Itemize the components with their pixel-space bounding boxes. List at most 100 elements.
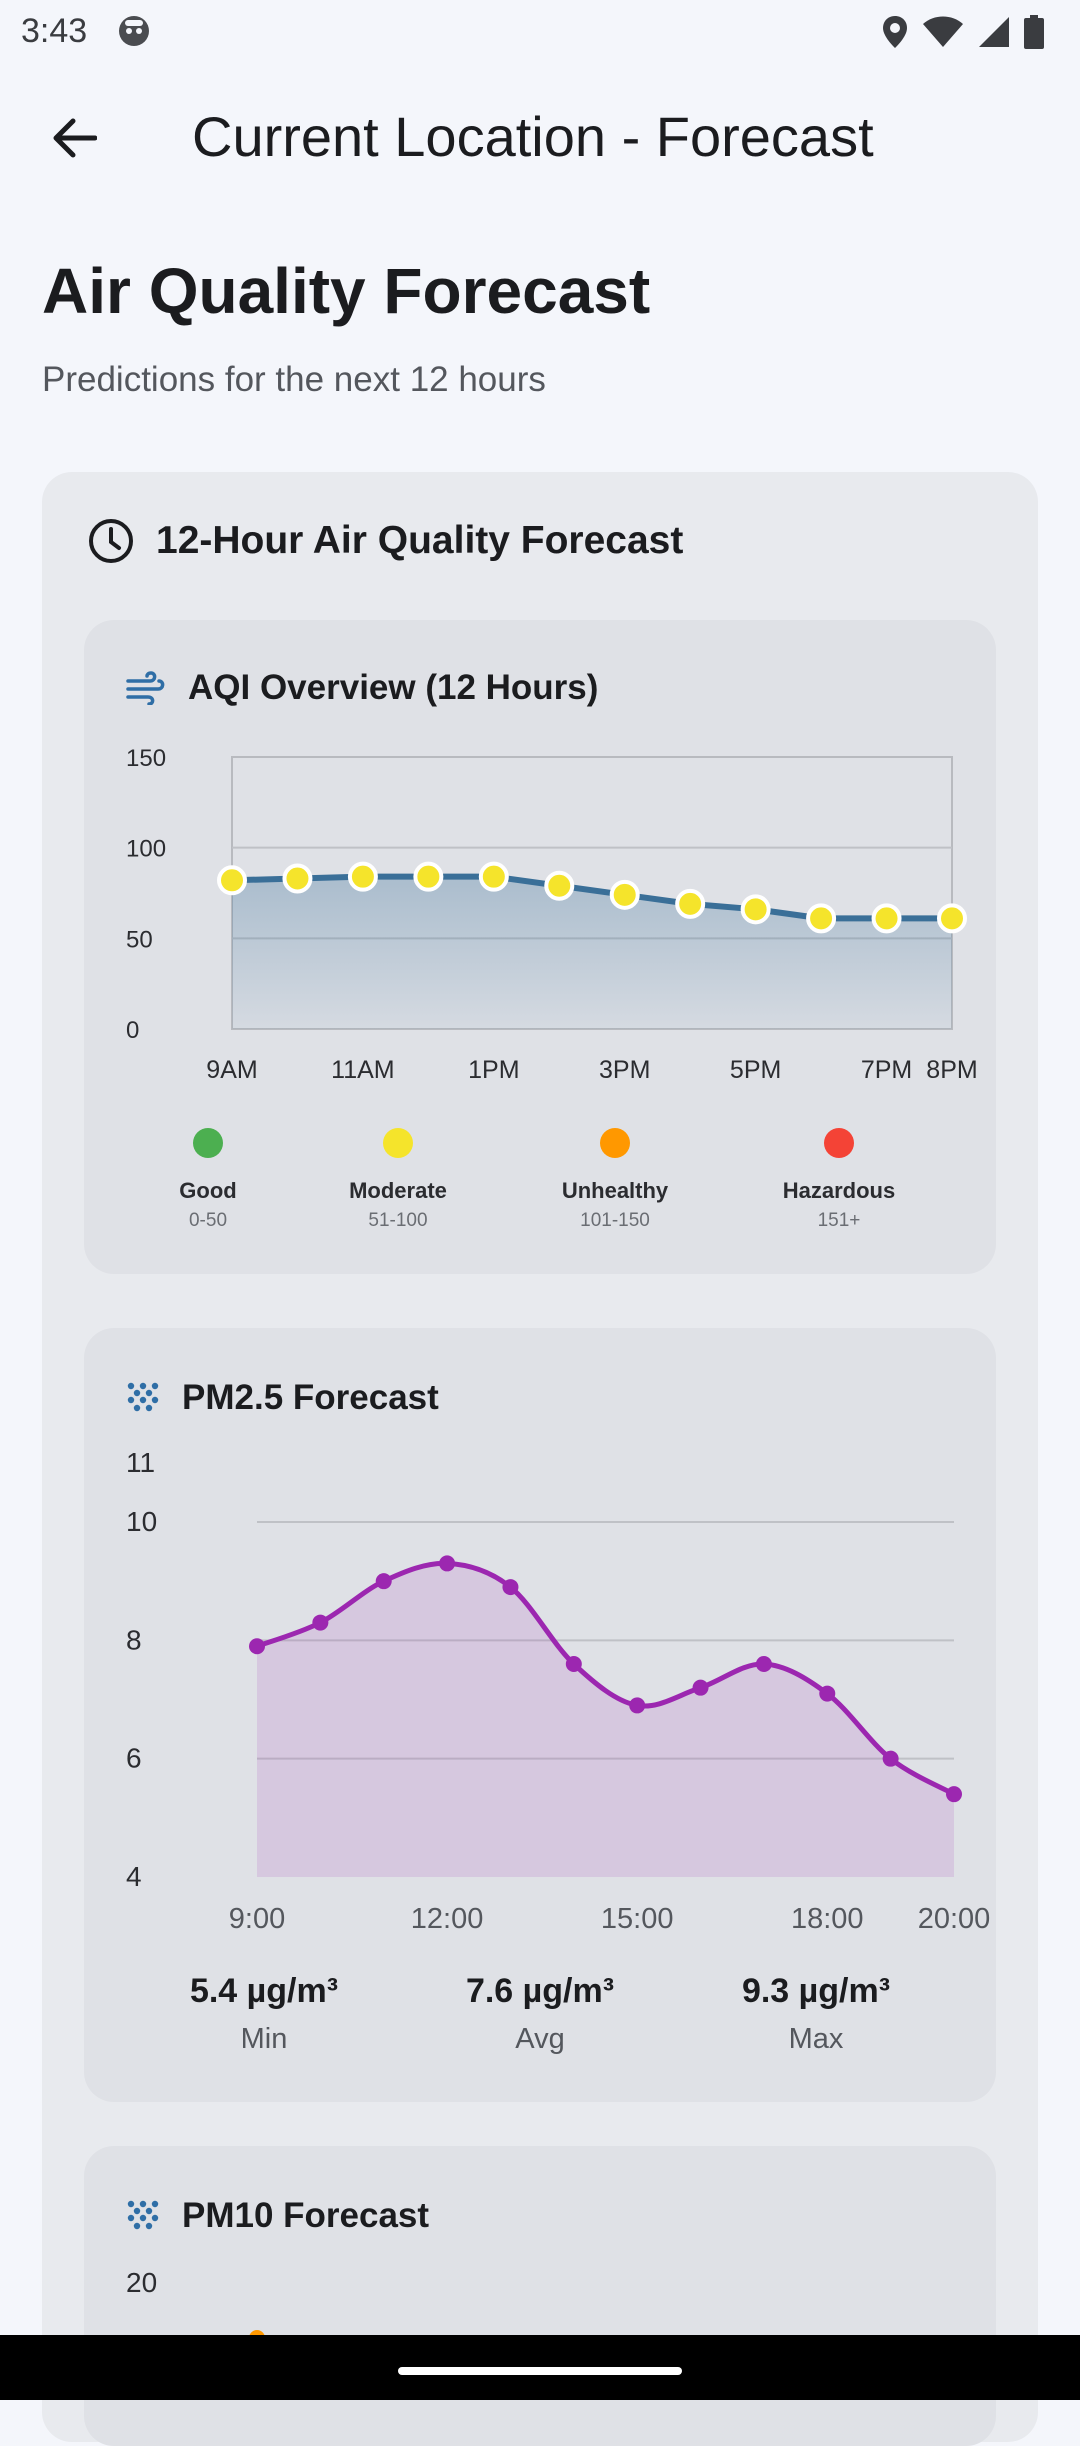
pm25-min-label: Min [240,2023,288,2055]
aqi-data-point [282,863,313,894]
legend-unhealthy-label: Unhealthy [561,1178,669,1203]
pm25-data-point [946,1786,962,1803]
pm25-ytick-label: 10 [126,1506,157,1537]
legend-unhealthy-dot [600,1128,630,1158]
aqi-card-header: AQI Overview (12 Hours) [126,668,598,708]
aqi-data-point [217,865,247,896]
legend-hazardous-range: 151+ [817,1210,861,1231]
pm25-data-point [882,1750,899,1767]
pm25-data-point [819,1685,836,1702]
pm25-xtick-label: 20:00 [918,1903,991,1935]
pm25-data-point [375,1573,392,1590]
legend-good-dot [193,1128,223,1158]
legend-moderate-range: 51-100 [368,1210,428,1231]
aqi-data-point [871,903,902,934]
pm25-data-point [312,1614,329,1631]
pm25-max-value: 9.3 µg/m³ [741,1972,891,2010]
pm25-data-point [755,1656,772,1672]
pm25-xtick-label: 15:00 [601,1903,674,1935]
home-gesture-handle[interactable] [398,2367,682,2375]
aqi-xtick-label: 11AM [331,1056,394,1084]
aqi-data-point [740,894,771,925]
aqi-xtick-label: 7PM [861,1056,912,1084]
legend-good-range: 0-50 [188,1210,228,1231]
aqi-xtick-label: 5PM [730,1056,781,1084]
aqi-ytick-label: 50 [126,926,153,953]
legend-good: Good 0-50 [128,1128,288,1232]
back-button[interactable] [40,110,108,166]
wifi-icon [923,16,963,47]
status-icons [882,12,1044,52]
aqi-chart: 0 50 100 150 9AM 11AM 1PM 3PM 5PM 7PM 8PM [126,745,978,1084]
clock-icon [89,519,133,563]
pm25-card-title: PM2.5 Forecast [182,1378,439,1417]
arrow-back-icon [53,118,97,158]
pm25-data-point [439,1555,456,1572]
page-subtitle: Predictions for the next 12 hours [42,360,546,399]
aqi-data-point [544,870,575,901]
legend-moderate-dot [383,1128,413,1158]
pm25-xtick-label: 9:00 [229,1903,285,1935]
pm25-avg-value: 7.6 µg/m³ [465,1972,615,2010]
forecast-card-header: 12-Hour Air Quality Forecast [88,518,683,564]
appbar-title: Current Location - Forecast [192,105,874,168]
aqi-xtick-label: 9AM [206,1056,257,1084]
status-bar: 3:43 [0,0,1080,62]
pm25-card [84,1328,996,2102]
pm25-stat-max: 9.3 µg/m³ Max [686,1972,946,2056]
location-icon [883,16,907,48]
particles-icon [127,2200,159,2230]
pm10-chart: 20 [126,2267,265,2335]
aqi-data-point [675,888,706,919]
legend-unhealthy-range: 101-150 [580,1210,650,1231]
pm25-xtick-label: 18:00 [791,1903,864,1935]
aqi-area [232,876,952,1029]
pm25-data-point [502,1579,519,1596]
aqi-xtick-label: 1PM [468,1056,519,1084]
pm25-stat-min: 5.4 µg/m³ Min [134,1972,394,2056]
particles-icon [127,1382,159,1412]
pm25-xtick-label: 12:00 [411,1903,484,1935]
pm10-card-header: PM10 Forecast [126,2196,429,2236]
aqi-xtick-label: 3PM [599,1056,650,1084]
pm25-ytick-label: 4 [126,1861,142,1892]
pm10-card-title: PM10 Forecast [182,2196,430,2235]
pm25-avg-label: Avg [515,2023,565,2055]
aqi-card-title: AQI Overview (12 Hours) [188,668,599,707]
legend-hazardous: Hazardous 151+ [759,1128,919,1232]
page-title: Air Quality Forecast [42,255,651,327]
forecast-card-title: 12-Hour Air Quality Forecast [156,519,684,562]
pm25-stat-avg: 7.6 µg/m³ Avg [410,1972,670,2056]
pm25-area [257,1563,954,1877]
pm25-ytick-label: 11 [126,1447,155,1478]
pm25-card-header: PM2.5 Forecast [126,1378,439,1418]
aqi-data-point [478,861,509,892]
pm25-max-label: Max [788,2023,844,2055]
aqi-ytick-label: 0 [126,1017,139,1044]
pm25-data-point [249,1638,265,1655]
signal-icon [979,17,1009,47]
aqi-data-point [806,903,837,934]
pm25-data-point [565,1656,582,1672]
battery-icon [1024,15,1044,49]
status-time: 3:43 [21,12,88,50]
pm25-ytick-label: 6 [126,1743,142,1774]
aqi-data-point [937,903,967,934]
pm25-chart: 4 6 8 10 11 9:00 12:00 15:00 18:00 20:00 [126,1447,991,1935]
pm25-min-value: 5.4 µg/m³ [189,1972,339,2010]
aqi-data-point [347,861,378,892]
wind-icon [126,671,165,705]
pm25-ytick-label: 8 [126,1624,142,1655]
aqi-ytick-label: 100 [126,836,166,863]
pm10-data-point [249,2330,265,2335]
legend-moderate: Moderate 51-100 [318,1128,478,1232]
legend-hazardous-label: Hazardous [782,1178,896,1203]
legend-unhealthy: Unhealthy 101-150 [535,1128,695,1232]
pm25-data-point [629,1697,646,1714]
pm10-ytick-label: 20 [126,2267,157,2298]
legend-hazardous-dot [824,1128,854,1158]
notification-app-icon [119,16,149,46]
aqi-xtick-label: 8PM [926,1056,977,1084]
legend-moderate-label: Moderate [349,1178,447,1203]
app-bar: Current Location - Forecast [0,84,1080,192]
